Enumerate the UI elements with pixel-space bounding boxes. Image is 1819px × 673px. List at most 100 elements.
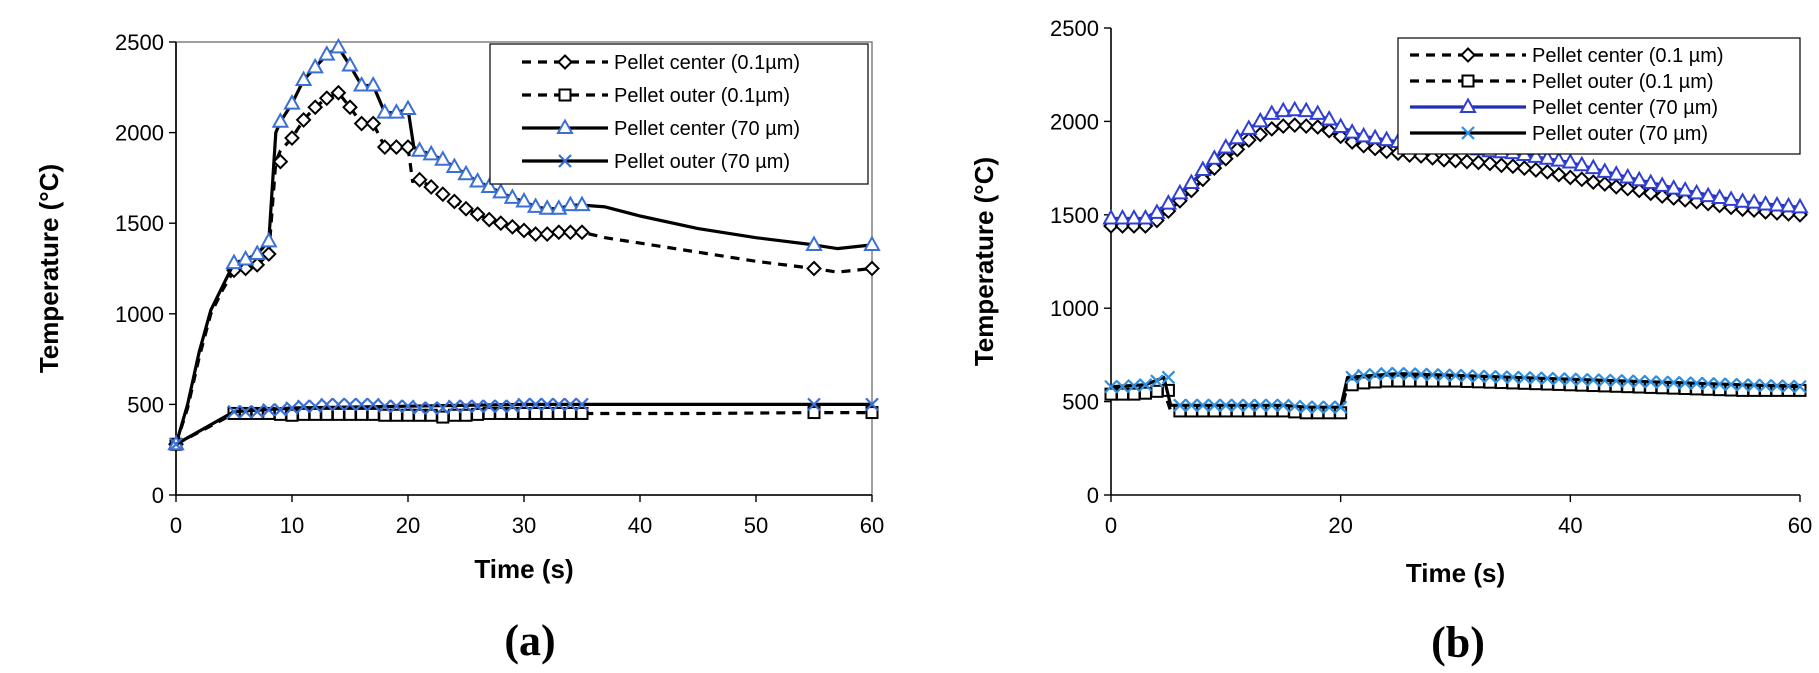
square-marker xyxy=(575,406,589,420)
legend-entry: Pellet center (0.1µm) xyxy=(522,52,800,74)
triangle-marker xyxy=(1722,190,1740,206)
triangle-marker xyxy=(1596,162,1614,178)
triangle-marker xyxy=(410,141,429,157)
legend-label: Pellet center (0.1µm) xyxy=(614,52,800,74)
y-tick-label: 2000 xyxy=(115,121,164,146)
triangle-marker xyxy=(260,231,278,248)
diamond-marker xyxy=(1562,169,1579,186)
x-marker xyxy=(1379,366,1394,381)
triangle-marker xyxy=(1366,128,1384,145)
diamond-marker xyxy=(1493,157,1510,174)
x-marker xyxy=(354,397,369,412)
triangle-marker xyxy=(271,112,290,128)
triangle-marker xyxy=(1102,208,1120,225)
legend-label: Pellet center (70 µm) xyxy=(614,118,800,140)
triangle-marker xyxy=(1607,165,1625,181)
x-marker xyxy=(1414,367,1428,382)
triangle-marker xyxy=(1182,173,1201,190)
triangle-marker xyxy=(556,118,574,134)
x-marker xyxy=(1552,372,1566,386)
diamond-marker xyxy=(330,84,347,101)
x-tick-label: 40 xyxy=(1558,513,1582,538)
x-marker xyxy=(1770,379,1784,393)
x-axis: 0 10 20 30 40 50 60 xyxy=(170,494,884,538)
x-marker xyxy=(1563,372,1578,386)
legend-label: Pellet center (0.1 µm) xyxy=(1532,45,1724,67)
diamond-marker xyxy=(1447,152,1464,169)
triangle-marker xyxy=(1331,117,1350,134)
series-line xyxy=(1110,372,1801,409)
diamond-marker xyxy=(249,256,266,273)
triangle-marker xyxy=(1676,180,1694,197)
diamond-marker xyxy=(806,260,822,277)
square-marker xyxy=(1311,406,1325,420)
square-marker xyxy=(1506,376,1520,390)
triangle-marker xyxy=(1171,183,1189,200)
legend-label: Pellet outer (70 µm) xyxy=(614,151,790,173)
triangle-marker xyxy=(503,188,522,204)
diamond-marker xyxy=(516,222,532,239)
triangle-marker xyxy=(329,37,348,54)
x-marker xyxy=(1483,369,1497,384)
triangle-marker xyxy=(1377,130,1396,147)
diamond-marker xyxy=(481,211,498,228)
triangle-marker xyxy=(1251,111,1269,128)
x-marker xyxy=(1735,378,1750,392)
series-2 xyxy=(169,406,879,451)
diamond-marker xyxy=(504,218,521,235)
triangle-marker xyxy=(1791,197,1809,214)
x-marker xyxy=(1207,398,1222,413)
triangle-marker xyxy=(480,177,498,193)
triangle-marker xyxy=(1550,151,1568,167)
diamond-marker xyxy=(353,115,370,132)
legend-entry: Pellet outer (0.1µm) xyxy=(522,85,790,107)
x-marker xyxy=(1276,398,1291,413)
diamond-marker xyxy=(307,99,324,116)
square-marker xyxy=(1793,383,1807,397)
x-marker xyxy=(308,399,322,413)
y-tick-label: 1500 xyxy=(1050,203,1099,228)
square-marker xyxy=(1242,404,1256,418)
square-marker xyxy=(366,407,380,421)
square-marker xyxy=(1483,375,1497,389)
triangle-marker xyxy=(1527,147,1545,163)
legend: Pellet center (0.1 µm) Pellet outer (0.1 … xyxy=(1397,37,1801,155)
x-marker xyxy=(505,399,520,413)
triangle-marker xyxy=(1538,149,1557,165)
x-marker xyxy=(1138,378,1153,392)
x-marker xyxy=(528,397,543,412)
x-axis: 0 20 40 60 xyxy=(1105,494,1812,538)
triangle-marker xyxy=(1745,193,1763,209)
y-tick-label: 2000 xyxy=(1050,109,1099,134)
triangle-marker xyxy=(364,75,382,92)
x-marker xyxy=(262,403,276,417)
x-tick-label: 60 xyxy=(860,513,884,538)
square-marker xyxy=(1540,377,1554,391)
diamond-marker xyxy=(557,54,573,70)
x-tick-label: 30 xyxy=(512,513,536,538)
x-marker xyxy=(1701,376,1715,391)
x-marker xyxy=(1609,373,1624,388)
square-marker xyxy=(1322,406,1336,420)
series-layer xyxy=(167,37,881,453)
x-marker xyxy=(1506,370,1520,385)
x-marker xyxy=(1333,400,1348,414)
y-tick-label: 500 xyxy=(127,392,164,417)
series-4 xyxy=(1104,366,1807,414)
legend-entry: Pellet outer (70 µm) xyxy=(522,151,790,173)
x-marker xyxy=(1345,370,1359,385)
diamond-marker xyxy=(260,246,277,262)
triangle-marker xyxy=(422,144,440,161)
y-axis-title: Temperature (°C) xyxy=(969,157,999,366)
square-marker xyxy=(1667,381,1681,395)
triangle-marker xyxy=(1159,194,1178,210)
x-marker xyxy=(331,397,346,412)
triangle-marker xyxy=(1274,101,1292,118)
diamond-marker xyxy=(365,115,382,132)
x-marker xyxy=(1253,398,1268,413)
x-marker xyxy=(807,397,821,412)
x-marker xyxy=(1747,378,1761,392)
legend-entry: Pellet outer (70 µm) xyxy=(1410,123,1708,145)
x-tick-label: 0 xyxy=(1105,513,1117,538)
triangle-marker xyxy=(515,191,533,208)
